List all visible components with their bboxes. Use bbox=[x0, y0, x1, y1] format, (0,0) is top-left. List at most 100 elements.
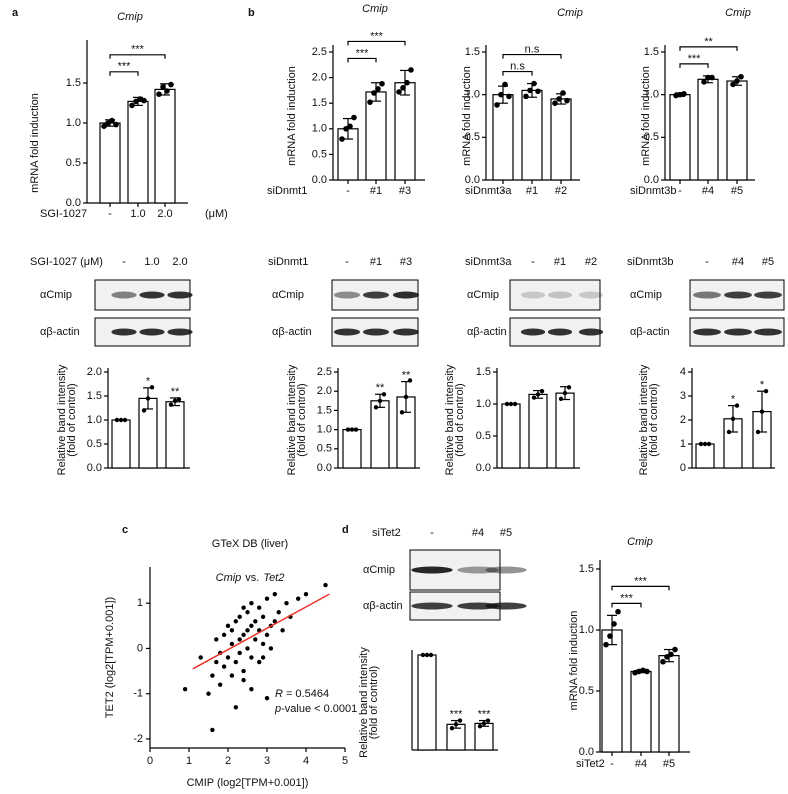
significance-label: n.s bbox=[525, 43, 540, 55]
scatter-point bbox=[233, 619, 238, 624]
replicate-point bbox=[129, 102, 135, 109]
replicate-point bbox=[371, 90, 377, 96]
y-axis-label: mRNA fold induction bbox=[286, 66, 298, 166]
scatter-point bbox=[206, 691, 211, 696]
blot-band bbox=[167, 328, 193, 336]
blot-band bbox=[520, 291, 546, 299]
replicate-point bbox=[420, 652, 426, 658]
scatter-point bbox=[264, 596, 270, 601]
scatter-point bbox=[241, 632, 246, 638]
lane-label: #1 bbox=[554, 256, 566, 268]
significance-label: *** bbox=[356, 47, 370, 59]
x-axis-unit: (μM) bbox=[205, 208, 228, 220]
row-label: αβ-actin bbox=[40, 326, 80, 338]
scatter-point bbox=[245, 646, 250, 651]
y-tick-label: 0.5 bbox=[579, 685, 594, 697]
y-tick-label: 0.0 bbox=[87, 462, 102, 474]
bar bbox=[365, 91, 387, 181]
replicate-point bbox=[485, 718, 491, 723]
blot-band bbox=[578, 291, 604, 299]
replicate-point bbox=[113, 121, 119, 128]
replicate-point bbox=[531, 80, 537, 87]
bar bbox=[550, 98, 572, 181]
y-tick-label: 1.5 bbox=[465, 46, 480, 58]
replicate-point bbox=[118, 417, 124, 423]
y-axis-label: mRNA fold induction bbox=[568, 611, 580, 711]
y-tick-label: 1.0 bbox=[465, 89, 480, 101]
bar bbox=[99, 122, 121, 204]
blot-band bbox=[754, 291, 782, 299]
significance-label: *** bbox=[131, 44, 145, 56]
blot-band bbox=[111, 328, 137, 336]
y-tick-label: 0.5 bbox=[476, 430, 491, 442]
y-tick-label: 2 bbox=[680, 414, 686, 426]
y-axis-label: Relative band intensity bbox=[358, 647, 370, 758]
replicate-point bbox=[172, 398, 178, 403]
y-tick-label: 3 bbox=[680, 390, 686, 402]
x-axis-label: CMIP (log2[TPM+0.001]) bbox=[187, 777, 309, 789]
replicate-point bbox=[560, 90, 566, 96]
replicate-point bbox=[566, 385, 572, 390]
replicate-point bbox=[141, 97, 147, 104]
scatter-point bbox=[276, 610, 281, 615]
significance-label: *** bbox=[634, 575, 648, 587]
replicate-point bbox=[709, 74, 715, 81]
x-tick-label: 1 bbox=[186, 755, 192, 767]
y-tick-label: 0.0 bbox=[476, 462, 491, 474]
replicate-point bbox=[404, 79, 410, 86]
x-axis-label: siTet2 bbox=[576, 758, 605, 770]
x-tick-label: #3 bbox=[399, 185, 411, 197]
y-tick-label: 0.5 bbox=[87, 438, 102, 450]
replicate-point bbox=[351, 114, 357, 121]
replicate-point bbox=[353, 427, 359, 432]
replicate-point bbox=[481, 721, 487, 726]
lane-label: #1 bbox=[370, 256, 382, 268]
y-tick-label: -1 bbox=[133, 688, 143, 700]
y-tick-label: 0 bbox=[137, 642, 143, 654]
blot-band bbox=[485, 566, 527, 574]
replicate-point bbox=[347, 123, 353, 130]
replicate-point bbox=[399, 410, 405, 415]
treatment-label: siDnmt3a bbox=[465, 256, 512, 268]
y-axis-label: (fold of control) bbox=[296, 383, 308, 456]
scatter-point bbox=[257, 605, 262, 610]
panel-letter: a bbox=[12, 7, 19, 19]
x-tick-label: 3 bbox=[264, 755, 270, 767]
y-axis-label: (fold of control) bbox=[66, 383, 78, 456]
y-axis-label: (fold of control) bbox=[454, 383, 466, 456]
y-tick-label: 2.5 bbox=[312, 46, 327, 58]
y-tick-label: 1.0 bbox=[644, 89, 659, 101]
y-axis-label: mRNA fold induction bbox=[640, 66, 652, 166]
chart-title: Cmip bbox=[362, 3, 388, 15]
replicate-point bbox=[168, 402, 174, 407]
scatter-point bbox=[253, 619, 258, 624]
x-tick-label: #4 bbox=[702, 185, 714, 197]
scatter-point bbox=[229, 641, 235, 647]
replicate-point bbox=[176, 397, 182, 402]
bar bbox=[521, 89, 543, 181]
replicate-point bbox=[498, 91, 504, 98]
lane-label: 2.0 bbox=[172, 256, 187, 268]
replicate-point bbox=[349, 427, 355, 432]
x-tick-label: 1.0 bbox=[130, 208, 145, 220]
replicate-point bbox=[611, 621, 617, 627]
replicate-point bbox=[400, 85, 406, 91]
scatter-point bbox=[198, 655, 203, 660]
significance-label: ** bbox=[402, 370, 411, 382]
y-tick-label: 1.5 bbox=[644, 46, 659, 58]
replicate-point bbox=[141, 408, 147, 413]
scatter-point bbox=[237, 650, 242, 656]
treatment-label: siDnmt3b bbox=[627, 256, 673, 268]
significance-bracket bbox=[347, 57, 377, 63]
significance-bracket bbox=[109, 54, 166, 59]
blot-band bbox=[362, 291, 390, 299]
replicate-point bbox=[109, 117, 115, 124]
scatter-point bbox=[249, 623, 254, 629]
x-axis-label: siDnmt3b bbox=[630, 185, 676, 197]
replicate-point bbox=[734, 403, 740, 408]
replicate-point bbox=[367, 99, 373, 105]
bar bbox=[695, 443, 715, 469]
replicate-point bbox=[424, 652, 430, 658]
y-axis-label: Relative band intensity bbox=[286, 364, 298, 475]
y-axis-label: TET2 (log2[TPM+0.001]) bbox=[104, 597, 116, 718]
